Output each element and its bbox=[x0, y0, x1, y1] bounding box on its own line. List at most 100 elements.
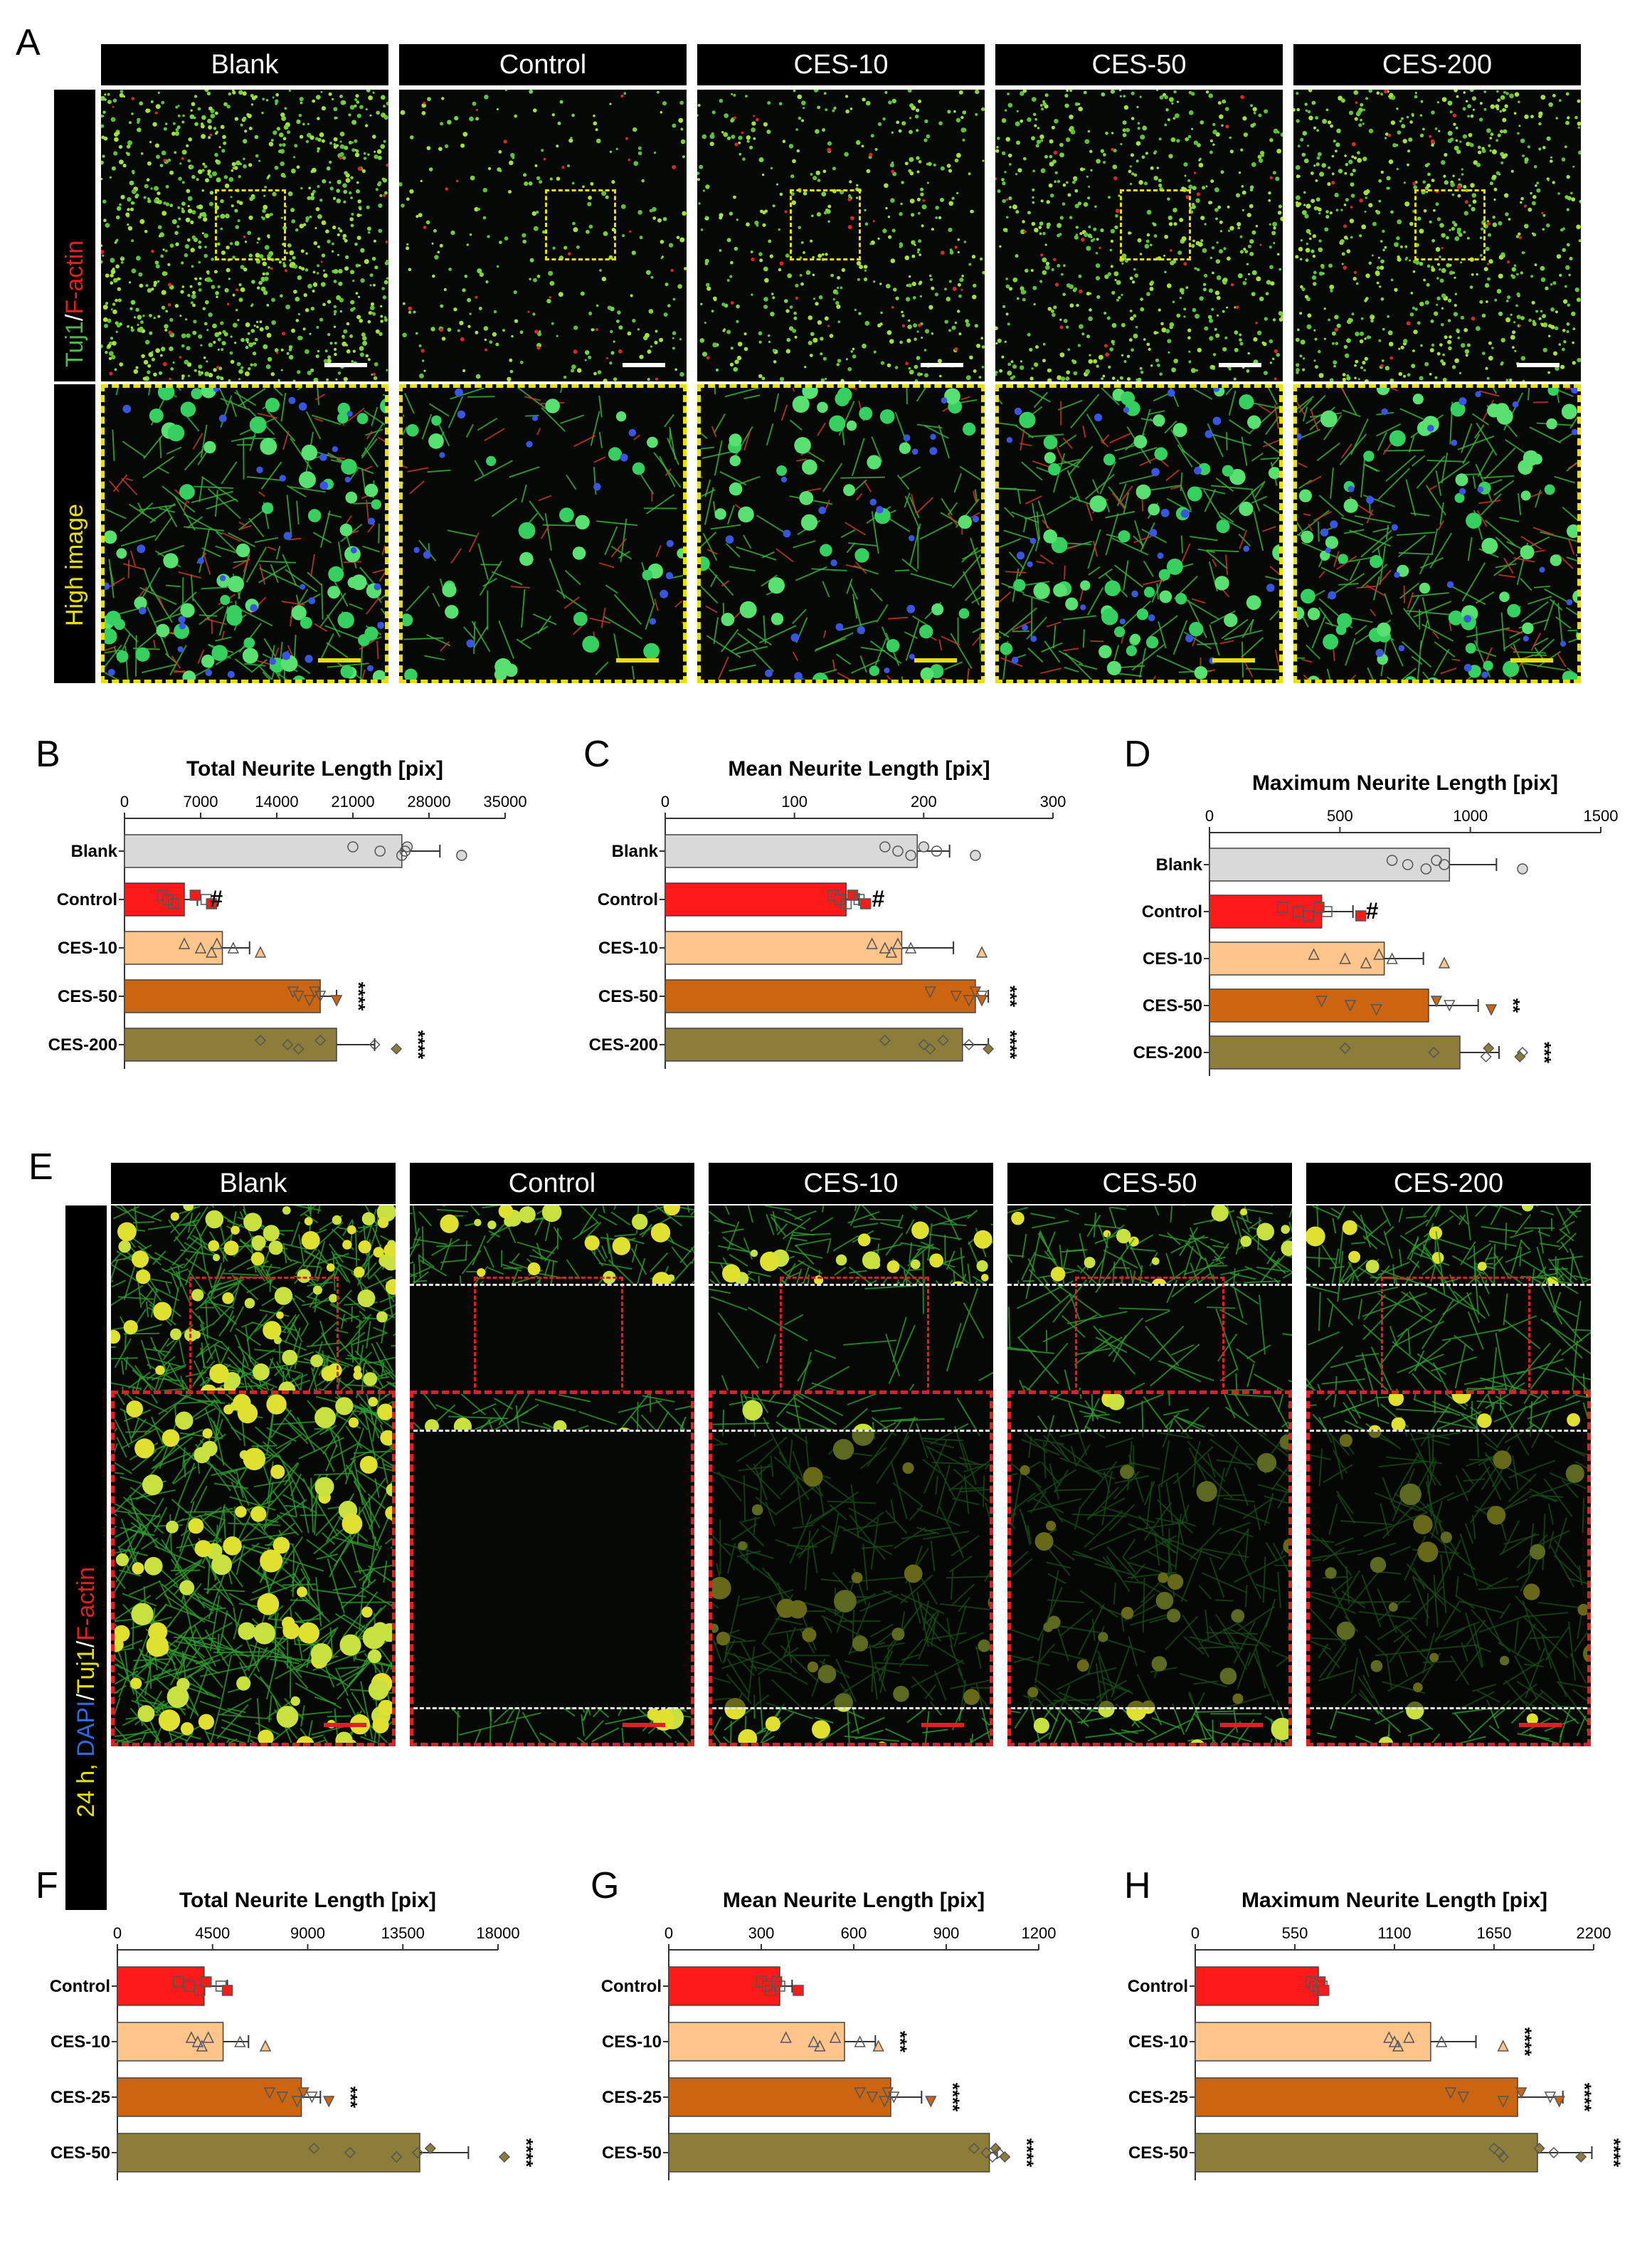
chart-f-point-3-2 bbox=[391, 2151, 403, 2163]
chart-b-point-4-2 bbox=[292, 1043, 305, 1055]
panel-e-high-scalebar-ces-10 bbox=[921, 1723, 964, 1727]
panel-a-scalebar-ces-10 bbox=[921, 363, 963, 367]
chart-f-tick-label-3: 13500 bbox=[381, 1924, 425, 1942]
panel-e-header-ces-10: CES-10 bbox=[709, 1163, 993, 1204]
chart-g-sig-3: **** bbox=[1016, 2138, 1037, 2168]
chart-h-point-2-5 bbox=[1553, 2096, 1565, 2108]
chart-d-point-3-5 bbox=[1485, 1004, 1498, 1016]
chart-h-point-3-0 bbox=[1488, 2142, 1500, 2155]
chart-b-category-label-1: Control bbox=[57, 890, 117, 909]
label-factin: F-actin bbox=[61, 240, 88, 315]
chart-c-point-1-2 bbox=[840, 898, 852, 909]
chart-g-tick-label-3: 900 bbox=[933, 1924, 960, 1942]
label-slash-2: / bbox=[73, 1640, 100, 1648]
chart-f-point-2-1 bbox=[276, 2091, 289, 2104]
chart-g-point-1-3 bbox=[829, 2031, 842, 2043]
chart-c-bar-0 bbox=[664, 834, 918, 868]
panel-a-zoom-box-ces-200 bbox=[1414, 189, 1486, 260]
chart-g-point-1-2 bbox=[814, 2039, 826, 2052]
chart-g-point-3-4 bbox=[992, 2146, 1005, 2159]
label-slash: / bbox=[61, 314, 88, 322]
chart-g-category-label-2: CES-25 bbox=[602, 2088, 662, 2107]
chart-f-tick-label-0: 0 bbox=[113, 1924, 122, 1942]
panel-letter-a: A bbox=[16, 22, 41, 63]
chart-c-point-4-5 bbox=[983, 1043, 995, 1055]
chart-d-point-1-0 bbox=[1276, 902, 1288, 913]
chart-c-point-2-0 bbox=[866, 937, 878, 949]
chart-f-point-3-0 bbox=[308, 2142, 320, 2155]
panel-a-high-image-control bbox=[399, 384, 687, 683]
chart-b-point-3-2 bbox=[303, 995, 316, 1007]
panel-e-gap-top-control bbox=[410, 1284, 694, 1286]
panel-a-high-scalebar-ces-50 bbox=[1212, 658, 1255, 663]
chart-g-point-0-5 bbox=[793, 1985, 804, 1996]
chart-f-bar-2 bbox=[117, 2077, 302, 2117]
chart-d-point-0-4 bbox=[1439, 859, 1450, 870]
chart-d-point-1-5 bbox=[1355, 910, 1367, 922]
chart-d-point-3-2 bbox=[1370, 1004, 1382, 1016]
chart-h-sig-3: **** bbox=[1603, 2138, 1624, 2168]
chart-c-point-2-5 bbox=[975, 946, 988, 958]
chart-h-tick-label-4: 2200 bbox=[1577, 1924, 1611, 1942]
chart-b-tick-label-0: 0 bbox=[120, 793, 129, 811]
chart-g-point-1-1 bbox=[808, 2035, 820, 2047]
chart-b-bar-0 bbox=[124, 834, 403, 868]
panel-e-high-gap-top-ces-10 bbox=[712, 1430, 990, 1432]
panel-e-high-gap-top-control bbox=[413, 1430, 691, 1432]
chart-b-tick-label-5: 35000 bbox=[483, 793, 526, 811]
chart-d-point-3-4 bbox=[1444, 1000, 1456, 1012]
panel-a-overview-ces-50 bbox=[995, 90, 1283, 381]
chart-b-tick-label-1: 7000 bbox=[184, 793, 218, 811]
panel-a-high-image-ces-200 bbox=[1293, 384, 1581, 683]
chart-c-tick-label-1: 100 bbox=[781, 793, 808, 811]
chart-f-bar-0 bbox=[117, 1966, 205, 2006]
chart-c-sig-1: # bbox=[872, 886, 885, 912]
chart-f-bar-3 bbox=[117, 2133, 420, 2173]
panel-a-row2-sidebar: High image bbox=[54, 384, 95, 683]
chart-c-point-1-1 bbox=[834, 894, 845, 905]
panel-e-header-blank: Blank bbox=[111, 1163, 396, 1204]
chart-g-tick-label-1: 300 bbox=[748, 1924, 775, 1942]
chart-h-point-1-5 bbox=[1497, 2039, 1509, 2052]
chart-h-title: Maximum Neurite Length [pix] bbox=[1241, 1889, 1547, 1912]
chart-c-point-4-1 bbox=[918, 1038, 930, 1051]
chart-b-bar-3 bbox=[124, 979, 321, 1013]
chart-d-maximum-neurite-length: Maximum Neurite Length [pix] 0 500 1000 1500… bbox=[1133, 771, 1618, 1076]
panel-letter-f: F bbox=[36, 1865, 58, 1906]
chart-b-bar-1 bbox=[124, 882, 185, 917]
chart-c-point-0-3 bbox=[918, 841, 930, 853]
panel-a-zoom-box-ces-50 bbox=[1120, 189, 1191, 260]
chart-d-point-1-2 bbox=[1303, 910, 1315, 922]
chart-b-point-2-0 bbox=[178, 937, 191, 949]
panel-a-overview-control bbox=[399, 90, 687, 381]
panel-a-header-ces-10: CES-10 bbox=[697, 44, 985, 85]
panel-a-row2-label: High image bbox=[61, 504, 88, 626]
chart-b-title: Total Neurite Length [pix] bbox=[186, 757, 443, 781]
chart-h-point-3-4 bbox=[1547, 2146, 1560, 2159]
panel-letter-g: G bbox=[591, 1865, 620, 1906]
chart-f-point-1-2 bbox=[196, 2039, 208, 2052]
chart-f-total-neurite-length: Total Neurite Length [pix] 0 4500 9000 13500… bbox=[50, 1889, 537, 2180]
chart-d-point-3-3 bbox=[1430, 996, 1443, 1008]
panel-a-high-scalebar-blank bbox=[318, 658, 361, 663]
chart-g-category-label-0: Control bbox=[601, 1977, 662, 1996]
chart-c-point-1-3 bbox=[847, 890, 859, 901]
chart-b-category-label-2: CES-10 bbox=[58, 939, 117, 958]
chart-d-point-2-1 bbox=[1339, 952, 1351, 964]
chart-f-point-0-5 bbox=[221, 1985, 233, 1996]
chart-f-tick-label-1: 4500 bbox=[195, 1924, 230, 1942]
panel-e-high-scalebar-blank bbox=[324, 1723, 366, 1727]
chart-b-point-0-4 bbox=[399, 845, 411, 857]
label-dapi: DAPI bbox=[73, 1700, 100, 1757]
chart-g-point-2-2 bbox=[879, 2096, 891, 2108]
chart-h-bar-2 bbox=[1195, 2077, 1518, 2117]
chart-f-category-label-2: CES-25 bbox=[51, 2088, 110, 2107]
chart-b-category-label-0: Blank bbox=[71, 842, 118, 861]
chart-b-point-4-4 bbox=[369, 1038, 381, 1051]
chart-d-category-label-1: Control bbox=[1142, 902, 1202, 922]
chart-b-sig-4: **** bbox=[408, 1030, 429, 1060]
chart-g-tick-label-4: 1200 bbox=[1022, 1924, 1057, 1942]
chart-c-point-2-3 bbox=[891, 937, 904, 949]
chart-c-point-3-3 bbox=[969, 986, 982, 998]
chart-h-bar-3 bbox=[1195, 2133, 1538, 2173]
